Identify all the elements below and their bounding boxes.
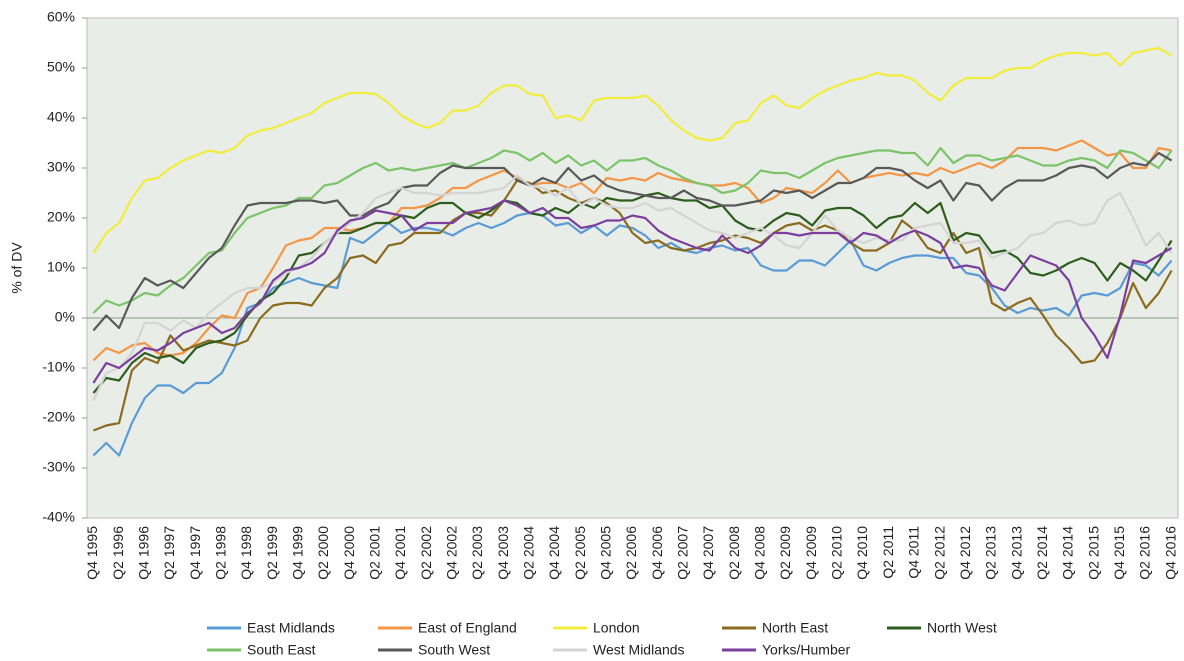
x-tick-label: Q4 1996 xyxy=(135,526,151,580)
legend-label: North East xyxy=(762,620,828,636)
line-series xyxy=(92,199,1173,384)
y-tick-label: 0% xyxy=(55,309,75,325)
y-tick-label: 20% xyxy=(47,209,75,225)
y-tick-label: -40% xyxy=(42,509,75,525)
line-series xyxy=(92,46,1173,254)
x-tick-label: Q2 2015 xyxy=(1085,526,1101,580)
x-tick-label: Q4 2003 xyxy=(495,526,511,580)
y-tick-label: 30% xyxy=(47,159,75,175)
x-tick-label: Q4 2000 xyxy=(341,526,357,580)
x-tick-label: Q2 2003 xyxy=(469,526,485,580)
x-tick-label: Q4 2002 xyxy=(444,526,460,580)
y-tick-label: 40% xyxy=(47,109,75,125)
line-series xyxy=(93,179,1173,432)
x-tick-label: Q4 2013 xyxy=(1008,526,1024,580)
x-tick-label: Q4 2014 xyxy=(1060,526,1076,580)
x-tick-label: Q4 2008 xyxy=(752,526,768,580)
x-tick-label: Q2 2000 xyxy=(315,526,331,580)
y-tick-label: 50% xyxy=(47,59,75,75)
x-tick-label: Q2 2012 xyxy=(931,526,947,580)
x-tick-label: Q4 2012 xyxy=(957,526,973,580)
line-series xyxy=(92,211,1173,457)
x-tick-label: Q2 2011 xyxy=(880,526,896,579)
x-tick-label: Q2 1998 xyxy=(212,526,228,580)
x-tick-label: Q2 2001 xyxy=(366,526,382,580)
y-tick-label: -30% xyxy=(42,459,75,475)
x-tick-label: Q4 2011 xyxy=(906,526,922,579)
x-tick-label: Q4 2004 xyxy=(546,526,562,580)
x-tick-label: Q4 2001 xyxy=(392,526,408,580)
legend-label: East Midlands xyxy=(247,620,335,636)
x-tick-label: Q4 2010 xyxy=(854,526,870,580)
x-tick-label: Q4 1998 xyxy=(238,526,254,580)
x-tick-label: Q4 1997 xyxy=(187,526,203,580)
line-series xyxy=(92,174,1173,401)
y-tick-label: -20% xyxy=(42,409,75,425)
legend-label: North West xyxy=(927,620,997,636)
x-tick-label: Q2 2006 xyxy=(623,526,639,580)
x-tick-label: Q4 2007 xyxy=(700,526,716,580)
line-series xyxy=(92,191,1173,394)
x-tick-label: Q2 2013 xyxy=(983,526,999,580)
line-series xyxy=(92,139,1172,362)
y-tick-label: -10% xyxy=(42,359,75,375)
line-series xyxy=(92,151,1173,332)
x-tick-label: Q2 2008 xyxy=(726,526,742,580)
x-tick-label: Q4 2016 xyxy=(1162,526,1178,580)
x-tick-label: Q2 2010 xyxy=(829,526,845,580)
y-tick-label: 10% xyxy=(47,259,75,275)
legend-label: Yorks/Humber xyxy=(762,642,851,658)
x-tick-label: Q2 2014 xyxy=(1034,526,1050,580)
plot-area xyxy=(86,17,1179,519)
x-tick-label: Q4 2015 xyxy=(1111,526,1127,580)
y-axis-label: % of DV xyxy=(9,242,25,294)
x-tick-label: Q4 1995 xyxy=(84,526,100,580)
y-tick-label: 60% xyxy=(47,9,75,25)
legend-label: South West xyxy=(418,642,490,658)
line-series xyxy=(92,146,1173,314)
x-tick-label: Q4 2006 xyxy=(649,526,665,580)
legend-label: South East xyxy=(247,642,316,658)
x-tick-label: Q4 1999 xyxy=(289,526,305,580)
x-tick-label: Q2 2002 xyxy=(418,526,434,580)
x-tick-label: Q2 2004 xyxy=(521,526,537,580)
legend-label: West Midlands xyxy=(593,642,685,658)
legend-label: London xyxy=(593,620,640,636)
x-tick-label: Q2 1997 xyxy=(161,526,177,580)
x-tick-label: Q2 2005 xyxy=(572,526,588,580)
x-tick-label: Q4 2005 xyxy=(598,526,614,580)
x-tick-label: Q2 2007 xyxy=(675,526,691,580)
x-tick-label: Q2 2016 xyxy=(1137,526,1153,580)
x-tick-label: Q2 1996 xyxy=(110,526,126,580)
x-tick-label: Q4 2009 xyxy=(803,526,819,580)
x-tick-label: Q2 1999 xyxy=(264,526,280,580)
legend-label: East of England xyxy=(418,620,517,636)
x-tick-label: Q2 2009 xyxy=(777,526,793,580)
